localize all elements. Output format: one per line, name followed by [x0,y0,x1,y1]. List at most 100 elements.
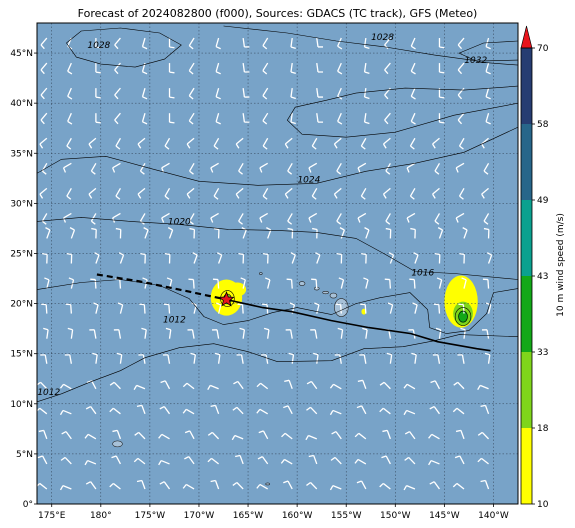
wind-fill-west-storm [228,282,247,297]
wind-barb [428,433,440,440]
wind-barb [363,113,370,125]
colorbar-tick-label: 70 [537,44,549,54]
wind-barb [59,383,72,390]
wind-barb [333,137,342,149]
wind-barb [210,162,219,173]
wind-barb [40,87,48,100]
x-tick-label: 175°W [135,511,166,521]
wind-barb [213,227,220,239]
wind-barb [215,62,221,75]
wind-barb [434,252,441,264]
y-tick-label: 20°N [10,300,33,310]
wind-barb [453,381,465,390]
wind-barb [38,429,48,440]
wind-barb [384,37,391,50]
wind-barb [67,62,73,75]
wind-barb [109,482,121,490]
wind-barb [485,302,492,314]
island [322,291,329,295]
colorbar-segment [521,276,532,352]
wind-barb [306,380,318,390]
wind-barb [382,429,391,440]
wind-barb [335,303,342,314]
wind-barb [237,303,244,314]
wind-barb [308,454,318,465]
wind-barb [95,88,101,99]
wind-barb [59,484,72,491]
wind-barb [139,213,146,225]
ocean-background [37,23,518,504]
wind-barb [94,252,100,264]
wind-barb [410,37,416,50]
wind-barb [95,38,101,49]
wind-barb [290,88,296,100]
wind-barb [458,137,465,150]
wind-barb [167,227,174,239]
wind-barb [437,227,444,239]
wind-fill-east-storm-center [458,310,468,323]
wind-barb [331,431,342,440]
wind-barb [231,434,244,441]
wind-barb [360,137,367,150]
wind-barb [336,162,342,175]
wind-barb [433,303,441,314]
wind-barb [356,405,367,415]
colorbar-extend-triangle [520,25,533,49]
wind-barb [330,456,342,465]
wind-barb [67,112,73,125]
wind-barb [481,329,490,339]
tc-track [96,273,491,352]
wind-barb [262,112,269,125]
wind-barb [143,227,149,239]
wind-barb [337,327,344,339]
wind-barb [161,212,170,223]
storm-contour [454,307,472,326]
wind-barb [91,227,97,239]
wind-barb [354,432,367,440]
wind-barb [214,352,221,364]
wind-barb [287,213,293,225]
wind-barb [382,137,391,149]
wind-barb [116,352,123,364]
wind-barb [412,302,418,314]
wind-barb [137,137,146,149]
wind-barb [44,277,50,289]
wind-barb [262,87,269,100]
wind-barb [164,252,171,264]
island [259,272,263,275]
wind-barb [86,380,97,390]
colorbar-segment [521,352,532,428]
wind-barb [64,354,72,364]
wind-barb [384,278,392,289]
colorbar-tick-label: 33 [537,348,548,358]
wind-barb [387,302,394,314]
wind-barb [236,354,244,364]
wind-barb [385,213,391,225]
wind-barb [85,405,97,415]
wind-barb [207,431,220,440]
wind-barb [168,38,175,49]
wind-barb [235,137,244,149]
wind-barb [432,187,440,199]
wind-barb [316,88,324,98]
wind-barb [109,407,121,415]
wind-barb [329,484,342,491]
wind-barb [40,37,48,50]
wind-barb [136,479,146,490]
wind-barb [305,434,318,441]
wind-barb [40,112,48,125]
wind-barb [42,252,48,264]
isobar-label: 1016 [411,269,434,279]
wind-barb [215,87,221,100]
wind-barb [188,213,195,225]
wind-barb [115,137,122,150]
wind-barb [454,455,465,465]
wind-barb [112,162,121,173]
wind-barb [117,302,124,314]
colorbar-tick-label: 10 [537,500,549,510]
isobar-label: 1012 [163,316,186,326]
wind-barb [411,352,417,364]
wind-barb [232,406,244,415]
wind-barb [334,354,342,364]
